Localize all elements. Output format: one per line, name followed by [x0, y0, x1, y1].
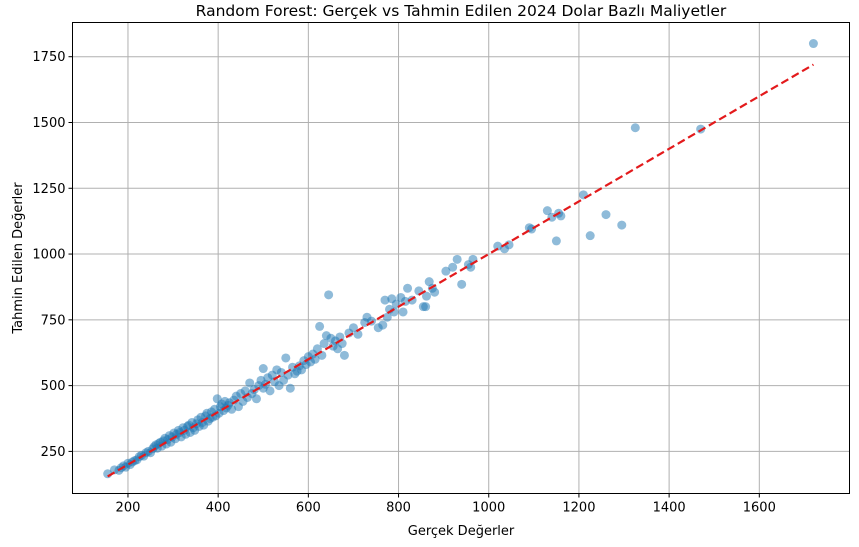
- reference-line: [107, 63, 814, 478]
- y-tick-label: 1250: [32, 182, 65, 197]
- x-tick-label: 800: [386, 501, 411, 516]
- data-point: [422, 291, 432, 301]
- data-point: [421, 302, 431, 312]
- y-tick-label: 750: [41, 313, 66, 328]
- plot-frame: [72, 22, 850, 494]
- y-tick-label: 1500: [32, 116, 65, 131]
- data-point: [630, 123, 640, 133]
- points-layer: [103, 39, 818, 479]
- ticks-layer: 200 400 600 800 1000 1200 1400 1600 250 500 750 100…: [32, 50, 775, 515]
- data-point: [551, 236, 561, 246]
- x-tick-label: 200: [116, 501, 141, 516]
- x-tick-label: 600: [296, 501, 321, 516]
- data-point: [378, 320, 388, 330]
- data-point: [457, 279, 467, 289]
- data-point: [398, 307, 408, 317]
- data-point: [585, 231, 595, 241]
- y-axis-label: Tahmin Edilen Değerler: [11, 182, 26, 335]
- x-tick-label: 1200: [562, 501, 595, 516]
- data-point: [312, 344, 322, 354]
- y-tick-label: 500: [41, 379, 66, 394]
- data-point: [441, 266, 451, 276]
- data-point: [315, 321, 325, 331]
- data-point: [380, 295, 390, 305]
- data-point: [348, 323, 358, 333]
- grid-layer: [72, 22, 850, 494]
- data-point: [339, 350, 349, 360]
- x-tick-label: 1400: [653, 501, 686, 516]
- data-point: [382, 312, 392, 322]
- data-point: [542, 206, 552, 216]
- reference-line-layer: [107, 63, 814, 478]
- data-point: [265, 386, 275, 396]
- x-tick-label: 1600: [743, 501, 776, 516]
- data-point: [617, 220, 627, 230]
- y-tick-label: 250: [41, 445, 66, 460]
- y-tick-label: 1000: [32, 248, 65, 263]
- data-point: [353, 329, 363, 339]
- data-point: [452, 254, 462, 264]
- x-axis-label: Gerçek Değerler: [408, 524, 515, 539]
- data-point: [466, 262, 476, 272]
- data-point: [601, 210, 611, 220]
- chart-title: Random Forest: Gerçek vs Tahmin Edilen 2…: [196, 2, 727, 20]
- x-tick-label: 400: [206, 501, 231, 516]
- data-point: [310, 354, 320, 364]
- data-point: [808, 39, 818, 49]
- data-point: [258, 364, 268, 374]
- y-tick-label: 1750: [32, 50, 65, 65]
- data-point: [448, 262, 458, 272]
- data-point: [285, 383, 295, 393]
- data-point: [493, 241, 503, 251]
- data-point: [430, 287, 440, 297]
- x-tick-label: 1000: [472, 501, 505, 516]
- data-point: [276, 367, 286, 377]
- data-point: [281, 353, 291, 363]
- data-point: [324, 290, 334, 300]
- data-point: [245, 378, 255, 388]
- data-point: [403, 283, 413, 293]
- data-point: [319, 339, 329, 349]
- data-point: [251, 394, 261, 404]
- data-point: [227, 404, 237, 414]
